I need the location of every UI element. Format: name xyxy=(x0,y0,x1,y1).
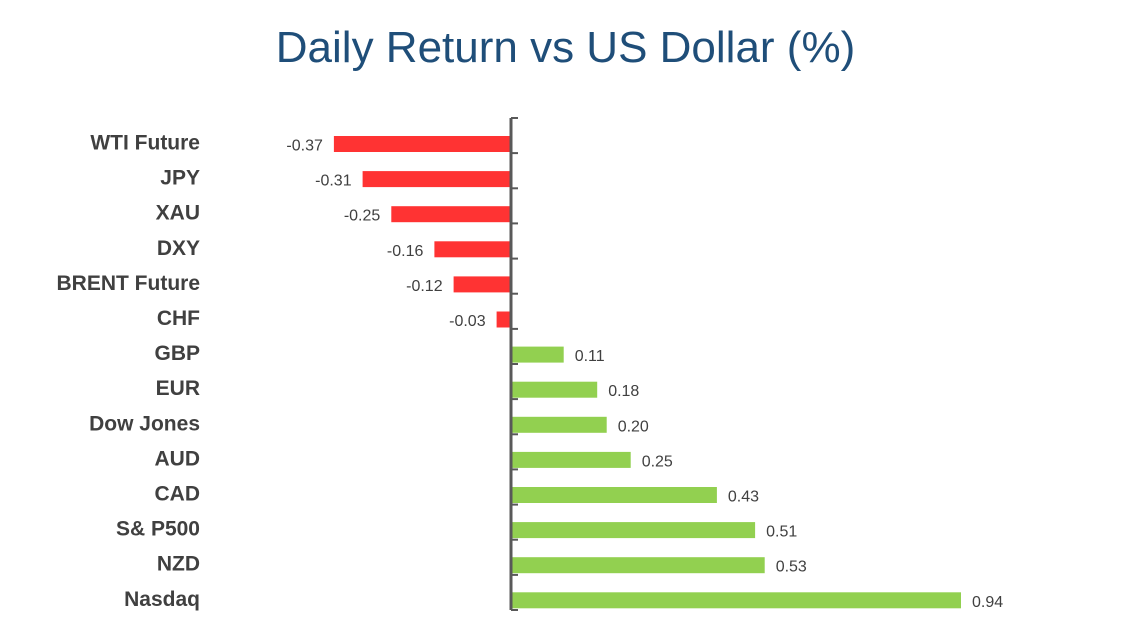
value-label: 0.20 xyxy=(618,418,649,435)
bar-brent-future xyxy=(453,276,511,293)
category-label: XAU xyxy=(156,202,200,225)
category-label: EUR xyxy=(156,377,200,400)
bar-xau xyxy=(391,206,511,223)
category-label: CHF xyxy=(157,307,200,330)
value-labels: -0.37 -0.31 -0.25 -0.16 -0.12 -0.03 0.11 0.18 0.… xyxy=(286,138,1003,611)
value-label: 0.18 xyxy=(608,383,639,400)
value-label: 0.43 xyxy=(728,489,759,506)
bar-dxy xyxy=(434,241,511,258)
category-label: DXY xyxy=(157,237,200,260)
category-label: AUD xyxy=(155,447,201,470)
value-label: 0.25 xyxy=(642,453,673,470)
category-label: JPY xyxy=(160,167,200,190)
category-label: BRENT Future xyxy=(57,272,201,295)
category-label: Nasdaq xyxy=(124,588,200,611)
category-label: CAD xyxy=(155,483,201,506)
category-label: WTI Future xyxy=(90,132,200,155)
bar-chf xyxy=(496,311,511,328)
bar-wti-future xyxy=(333,136,511,152)
bar-jpy xyxy=(362,171,511,188)
value-label: -0.03 xyxy=(449,313,486,330)
value-label: -0.31 xyxy=(315,173,352,190)
value-label: 0.53 xyxy=(776,559,807,576)
bar-aud xyxy=(511,451,631,468)
value-label: 0.51 xyxy=(766,524,797,541)
category-label: S& P500 xyxy=(116,518,200,541)
category-label: GBP xyxy=(154,342,200,365)
bar-s-p500 xyxy=(511,522,756,539)
value-label: -0.12 xyxy=(406,278,443,295)
bar-nzd xyxy=(511,557,765,574)
bar-cad xyxy=(511,487,717,503)
bar-dow-jones xyxy=(511,416,607,433)
value-label: -0.37 xyxy=(286,138,323,155)
bars-layer xyxy=(333,136,961,609)
bar-eur xyxy=(511,381,598,398)
value-label: -0.25 xyxy=(344,208,381,225)
chart-title: Daily Return vs US Dollar (%) xyxy=(275,23,856,72)
category-label: Dow Jones xyxy=(89,412,200,435)
category-labels: WTI Future JPY XAU DXY BRENT Future CHF GBP EUR… xyxy=(57,132,201,611)
bar-nasdaq xyxy=(511,592,961,609)
bar-gbp xyxy=(511,346,564,363)
zero-axis xyxy=(509,117,518,611)
value-label: -0.16 xyxy=(387,243,424,260)
value-label: 0.94 xyxy=(972,594,1003,611)
category-label: NZD xyxy=(157,553,200,576)
value-label: 0.11 xyxy=(575,348,605,365)
